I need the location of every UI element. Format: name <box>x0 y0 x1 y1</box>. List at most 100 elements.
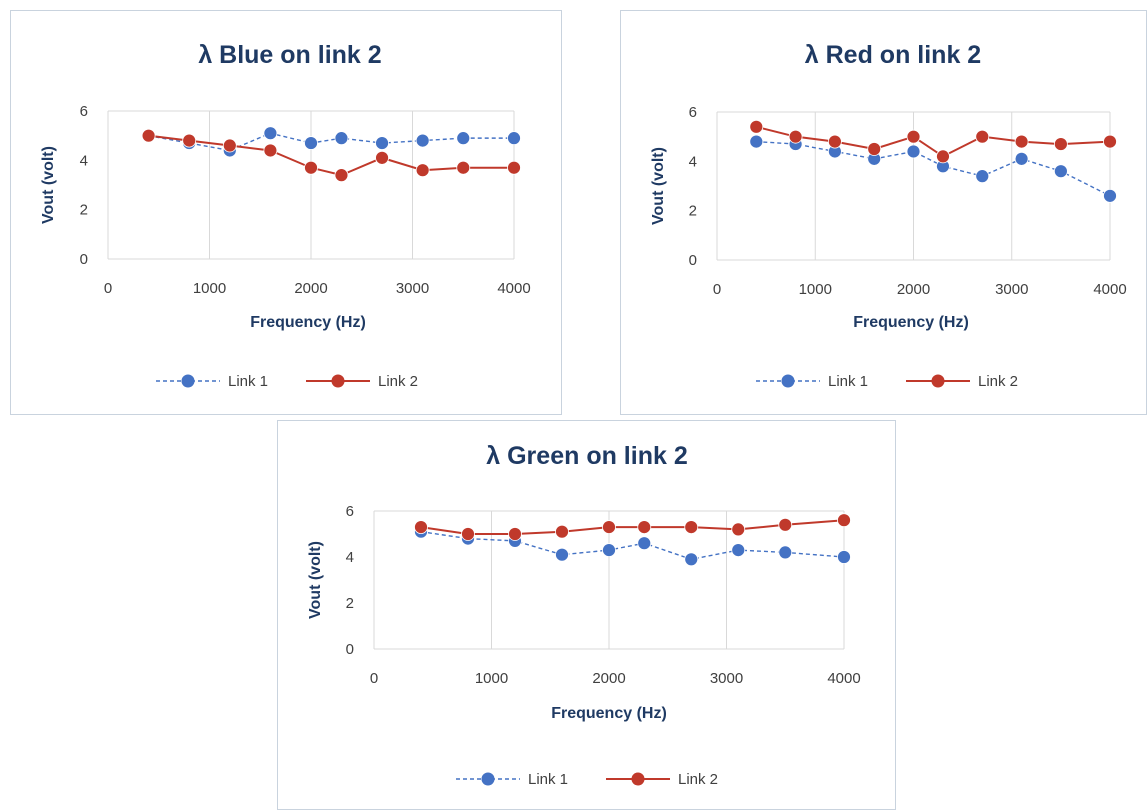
data-point-series-2 <box>749 119 764 134</box>
data-point-series-1 <box>684 552 699 567</box>
data-point-series-2 <box>906 129 921 144</box>
data-point-series-2 <box>1053 137 1068 151</box>
x-tick-label: 4000 <box>1093 281 1126 298</box>
chart-title: λ Blue on link 2 <box>198 41 381 69</box>
data-point-series-2 <box>182 133 197 148</box>
data-point-series-1 <box>507 131 521 146</box>
data-point-series-1 <box>263 126 278 141</box>
data-point-series-1 <box>1053 164 1068 179</box>
y-axis-title: Vout (volt) <box>307 541 324 619</box>
series-line-1 <box>420 531 845 561</box>
y-axis-title: Vout (volt) <box>40 146 57 224</box>
data-point-series-2 <box>507 160 521 175</box>
data-point-series-2 <box>827 134 842 149</box>
data-point-series-2 <box>222 138 237 153</box>
legend-marker-1 <box>781 374 795 388</box>
chart-title: λ Green on link 2 <box>486 442 687 470</box>
data-point-series-1 <box>749 134 764 149</box>
chart-svg-red: λ Red on link 2 0 2 4 6 0 1000 2000 3000 4000 Freq… <box>650 41 1127 390</box>
x-tick-label: 0 <box>104 280 112 297</box>
legend-label-1: Link 1 <box>828 373 868 390</box>
y-tick-label: 2 <box>346 595 354 612</box>
data-point-series-2 <box>461 527 475 541</box>
legend-marker-2 <box>331 374 345 388</box>
data-point-series-1 <box>375 136 389 150</box>
data-point-series-2 <box>1014 134 1029 149</box>
series-line-2 <box>420 519 845 535</box>
data-point-series-2 <box>334 168 349 183</box>
x-tick-label: 1000 <box>475 670 508 687</box>
x-tick-label: 1000 <box>799 281 832 298</box>
chart-title: λ Red on link 2 <box>805 41 981 69</box>
y-tick-label: 2 <box>80 202 88 219</box>
x-tick-label: 2000 <box>294 280 327 297</box>
y-tick-label: 4 <box>689 153 697 170</box>
series-line-1 <box>148 132 514 152</box>
data-point-series-2 <box>867 142 882 156</box>
x-tick-label: 0 <box>370 670 378 687</box>
legend-label-2: Link 2 <box>378 373 418 390</box>
data-point-series-1 <box>304 136 318 150</box>
data-point-series-2 <box>414 520 428 534</box>
legend-label-2: Link 2 <box>978 373 1018 390</box>
data-point-series-2 <box>1103 134 1117 149</box>
y-tick-label: 6 <box>689 104 697 121</box>
legend-marker-2 <box>931 374 945 388</box>
x-axis-title: Frequency (Hz) <box>551 705 667 722</box>
x-tick-label: 0 <box>713 281 721 298</box>
legend-label-1: Link 1 <box>228 373 268 390</box>
y-tick-label: 0 <box>689 252 697 269</box>
chart-svg-blue: λ Blue on link 2 0 2 4 6 0 1000 2000 3000 4000 Fre… <box>40 41 531 390</box>
data-point-series-2 <box>415 163 430 178</box>
legend-marker-1 <box>481 772 495 786</box>
data-point-series-2 <box>778 517 793 532</box>
data-point-series-1 <box>1103 188 1117 203</box>
y-tick-label: 0 <box>80 251 88 268</box>
x-tick-label: 1000 <box>193 280 226 297</box>
y-tick-label: 2 <box>689 203 697 220</box>
legend-label-2: Link 2 <box>678 771 718 788</box>
data-point-series-2 <box>141 128 156 143</box>
data-point-series-2 <box>263 143 278 158</box>
series-line-1 <box>756 140 1111 197</box>
data-point-series-2 <box>555 524 569 539</box>
data-point-series-1 <box>837 550 851 564</box>
data-point-series-1 <box>637 536 652 551</box>
chart-panel-blue: λ Blue on link 2 0 2 4 6 0 1000 2000 3000 4000 Fre… <box>10 10 562 415</box>
data-point-series-1 <box>456 131 471 146</box>
chart-panel-red: λ Red on link 2 0 2 4 6 0 1000 2000 3000 4000 Freq… <box>620 10 1147 415</box>
x-axis-title: Frequency (Hz) <box>250 314 366 331</box>
data-point-series-2 <box>304 160 318 175</box>
data-point-series-2 <box>731 522 746 537</box>
data-point-series-2 <box>508 527 522 541</box>
data-point-series-1 <box>555 547 569 562</box>
y-tick-label: 6 <box>346 503 354 520</box>
legend-marker-1 <box>181 374 195 388</box>
data-point-series-2 <box>788 129 803 144</box>
y-tick-label: 4 <box>346 549 354 566</box>
data-point-series-2 <box>975 129 990 144</box>
data-point-series-1 <box>975 169 990 184</box>
data-point-series-2 <box>637 520 652 534</box>
legend-label-1: Link 1 <box>528 771 568 788</box>
data-point-series-2 <box>375 150 389 165</box>
data-point-series-2 <box>602 520 616 534</box>
legend-marker-2 <box>631 772 645 786</box>
data-point-series-1 <box>415 133 430 148</box>
chart-panel-green: λ Green on link 2 0 2 4 6 0 1000 2000 3000 4000 Fr… <box>277 420 896 810</box>
x-tick-label: 4000 <box>497 280 530 297</box>
data-point-series-1 <box>602 543 616 558</box>
data-point-series-1 <box>778 545 793 560</box>
y-tick-label: 0 <box>346 641 354 658</box>
x-tick-label: 3000 <box>396 280 429 297</box>
series-line-2 <box>756 125 1111 158</box>
data-point-series-2 <box>684 520 699 534</box>
data-point-series-1 <box>906 144 921 159</box>
x-tick-label: 4000 <box>827 670 860 687</box>
data-point-series-1 <box>1014 151 1029 166</box>
data-point-series-1 <box>731 543 746 558</box>
y-tick-label: 6 <box>80 103 88 120</box>
x-tick-label: 3000 <box>995 281 1028 298</box>
data-point-series-2 <box>456 160 471 175</box>
series-line-2 <box>148 134 514 177</box>
